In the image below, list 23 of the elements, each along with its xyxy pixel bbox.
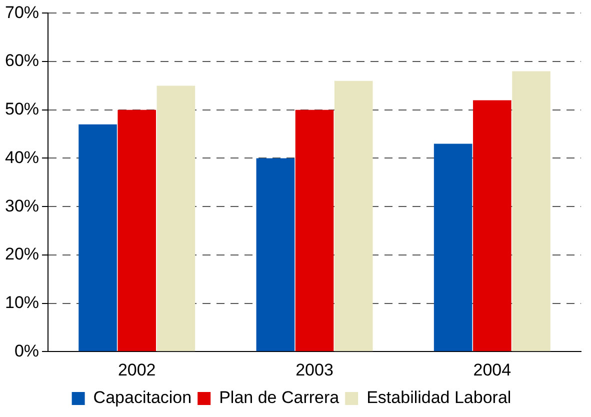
- bar: [434, 144, 472, 352]
- bar: [256, 158, 295, 352]
- legend-label: Capacitacion: [93, 388, 192, 408]
- y-tick-label: 50%: [4, 100, 40, 119]
- y-tick-label: 0%: [14, 341, 40, 360]
- y-tick-label: 70%: [4, 2, 40, 22]
- bar: [512, 71, 550, 352]
- x-tick-label: 2004: [473, 360, 512, 380]
- y-tick-label: 20%: [4, 244, 40, 264]
- bar: [473, 100, 512, 352]
- legend-label: Estabilidad Laboral: [366, 388, 512, 408]
- bar: [295, 110, 334, 352]
- y-tick-label: 60%: [4, 51, 40, 70]
- bar: [156, 86, 196, 352]
- y-tick-label: 10%: [4, 292, 40, 312]
- x-tick-label: 2002: [118, 360, 156, 380]
- x-tick-label: 2003: [296, 360, 334, 380]
- bar: [78, 124, 117, 352]
- bar: [118, 110, 156, 352]
- y-tick-label: 40%: [4, 148, 40, 167]
- legend-label: Plan de Carrera: [219, 388, 340, 408]
- bar: [334, 80, 373, 352]
- y-tick-label: 30%: [4, 196, 40, 216]
